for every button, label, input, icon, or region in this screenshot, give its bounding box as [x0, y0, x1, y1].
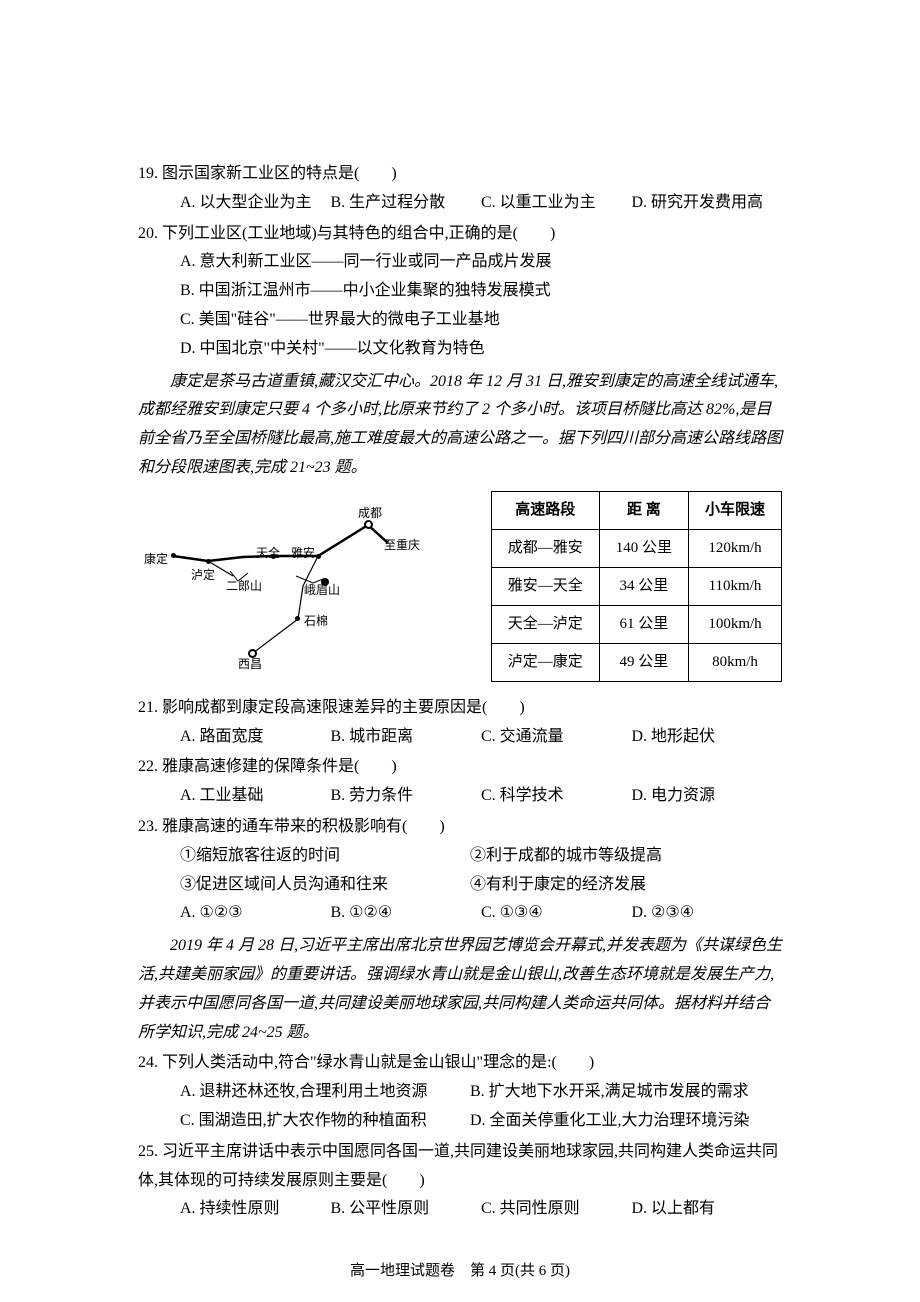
question-text: 19. 图示国家新工业区的特点是( ): [138, 160, 782, 189]
td: 61 公里: [599, 605, 688, 643]
q25-options: A. 持续性原则 B. 公平性原则 C. 共同性原则 D. 以上都有: [180, 1195, 782, 1224]
question-text: 24. 下列人类活动中,符合"绿水青山就是金山银山"理念的是:( ): [138, 1049, 782, 1078]
td: 成都—雅安: [491, 529, 599, 567]
option: A. 意大利新工业区——同一行业或同一产品成片发展: [180, 248, 782, 277]
q21-options: A. 路面宽度 B. 城市距离 C. 交通流量 D. 地形起伏: [180, 723, 782, 752]
table-row: 天全—泸定61 公里100km/h: [491, 605, 781, 643]
option: B. 劳力条件: [331, 782, 482, 811]
map-label: 天全: [256, 543, 280, 565]
q23-statements: ①缩短旅客往返的时间 ②利于成都的城市等级提高 ③促进区域间人员沟通和往来 ④有…: [180, 842, 782, 900]
map-label: 石棉: [304, 611, 328, 633]
td: 34 公里: [599, 567, 688, 605]
option: C. 美国"硅谷"——世界最大的微电子工业基地: [180, 306, 782, 335]
option: D. 全面关停重化工业,大力治理环境污染: [470, 1107, 750, 1136]
q22-options: A. 工业基础 B. 劳力条件 C. 科学技术 D. 电力资源: [180, 782, 782, 811]
map-label: 西昌: [238, 654, 262, 676]
map-figure: 成都 至重庆 康定 泸定 二郎山 天全 雅安 峨眉山 石棉 西昌: [138, 501, 398, 671]
map-svg: [138, 501, 398, 671]
statement: ①缩短旅客往返的时间: [180, 842, 470, 871]
td: 110km/h: [688, 567, 781, 605]
map-label: 至重庆: [384, 535, 420, 557]
statement-row: ①缩短旅客往返的时间 ②利于成都的城市等级提高: [180, 842, 782, 871]
th: 高速路段: [491, 491, 599, 529]
option: B. 扩大地下水开采,满足城市发展的需求: [470, 1078, 749, 1107]
option: A. ①②③: [180, 899, 331, 928]
td: 100km/h: [688, 605, 781, 643]
th: 小车限速: [688, 491, 781, 529]
option: C. 共同性原则: [481, 1195, 632, 1224]
option: B. 中国浙江温州市——中小企业集聚的独特发展模式: [180, 277, 782, 306]
td: 天全—泸定: [491, 605, 599, 643]
option: D. 电力资源: [632, 782, 783, 811]
option: D. ②③④: [632, 899, 783, 928]
speed-limit-table: 高速路段 距 离 小车限速 成都—雅安140 公里120km/h 雅安—天全34…: [491, 491, 782, 682]
td: 49 公里: [599, 643, 688, 681]
option: C. 以重工业为主: [481, 189, 632, 218]
q19-options: A. 以大型企业为主 B. 生产过程分散 C. 以重工业为主 D. 研究开发费用…: [180, 189, 782, 218]
option: D. 中国北京"中关村"——以文化教育为特色: [180, 335, 782, 364]
option: C. 科学技术: [481, 782, 632, 811]
option: C. 围湖造田,扩大农作物的种植面积: [180, 1107, 470, 1136]
option: A. 持续性原则: [180, 1195, 331, 1224]
map-label: 泸定: [191, 565, 215, 587]
table-row: 成都—雅安140 公里120km/h: [491, 529, 781, 567]
map-label: 成都: [358, 503, 382, 525]
table-row: 泸定—康定49 公里80km/h: [491, 643, 781, 681]
option: B. 生产过程分散: [331, 189, 482, 218]
question-text: 21. 影响成都到康定段高速限速差异的主要原因是( ): [138, 694, 782, 723]
option: C. ①③④: [481, 899, 632, 928]
td: 120km/h: [688, 529, 781, 567]
map-label: 峨眉山: [304, 580, 340, 602]
option: B. ①②④: [331, 899, 482, 928]
q20-options: A. 意大利新工业区——同一行业或同一产品成片发展 B. 中国浙江温州市——中小…: [180, 248, 782, 363]
question-25: 25. 习近平主席讲话中表示中国愿同各国一道,共同建设美丽地球家园,共同构建人类…: [138, 1138, 782, 1224]
td: 140 公里: [599, 529, 688, 567]
question-22: 22. 雅康高速修建的保障条件是( ) A. 工业基础 B. 劳力条件 C. 科…: [138, 753, 782, 811]
question-text: 25. 习近平主席讲话中表示中国愿同各国一道,共同建设美丽地球家园,共同构建人类…: [138, 1138, 782, 1196]
map-table-container: 成都 至重庆 康定 泸定 二郎山 天全 雅安 峨眉山 石棉 西昌 高速路段 距 …: [138, 491, 782, 682]
question-text: 22. 雅康高速修建的保障条件是( ): [138, 753, 782, 782]
question-24: 24. 下列人类活动中,符合"绿水青山就是金山银山"理念的是:( ) A. 退耕…: [138, 1049, 782, 1135]
option: D. 研究开发费用高: [632, 189, 783, 218]
page-footer: 高一地理试题卷 第 4 页(共 6 页): [138, 1258, 782, 1285]
option: A. 以大型企业为主: [180, 189, 331, 218]
statement-row: ③促进区域间人员沟通和往来 ④有利于康定的经济发展: [180, 871, 782, 900]
question-text: 20. 下列工业区(工业地域)与其特色的组合中,正确的是( ): [138, 220, 782, 249]
option-row: A. 退耕还林还牧,合理利用土地资源 B. 扩大地下水开采,满足城市发展的需求: [180, 1078, 782, 1107]
question-text: 23. 雅康高速的通车带来的积极影响有( ): [138, 813, 782, 842]
option: A. 退耕还林还牧,合理利用土地资源: [180, 1078, 470, 1107]
question-23: 23. 雅康高速的通车带来的积极影响有( ) ①缩短旅客往返的时间 ②利于成都的…: [138, 813, 782, 928]
question-19: 19. 图示国家新工业区的特点是( ) A. 以大型企业为主 B. 生产过程分散…: [138, 160, 782, 218]
passage-2: 2019 年 4 月 28 日,习近平主席出席北京世界园艺博览会开幕式,并发表题…: [138, 932, 782, 1047]
question-21: 21. 影响成都到康定段高速限速差异的主要原因是( ) A. 路面宽度 B. 城…: [138, 694, 782, 752]
td: 泸定—康定: [491, 643, 599, 681]
option: A. 路面宽度: [180, 723, 331, 752]
table-header-row: 高速路段 距 离 小车限速: [491, 491, 781, 529]
statement: ④有利于康定的经济发展: [470, 871, 646, 900]
option: D. 地形起伏: [632, 723, 783, 752]
td: 雅安—天全: [491, 567, 599, 605]
map-label: 二郎山: [226, 576, 262, 598]
option: B. 城市距离: [331, 723, 482, 752]
statement: ②利于成都的城市等级提高: [470, 842, 662, 871]
passage-1: 康定是茶马古道重镇,藏汉交汇中心。2018 年 12 月 31 日,雅安到康定的…: [138, 368, 782, 483]
statement: ③促进区域间人员沟通和往来: [180, 871, 470, 900]
option: B. 公平性原则: [331, 1195, 482, 1224]
map-label: 雅安: [291, 543, 315, 565]
option: C. 交通流量: [481, 723, 632, 752]
table-row: 雅安—天全34 公里110km/h: [491, 567, 781, 605]
q23-options: A. ①②③ B. ①②④ C. ①③④ D. ②③④: [180, 899, 782, 928]
question-20: 20. 下列工业区(工业地域)与其特色的组合中,正确的是( ) A. 意大利新工…: [138, 220, 782, 364]
option: D. 以上都有: [632, 1195, 783, 1224]
option: A. 工业基础: [180, 782, 331, 811]
map-label: 康定: [144, 549, 168, 571]
q24-options: A. 退耕还林还牧,合理利用土地资源 B. 扩大地下水开采,满足城市发展的需求 …: [180, 1078, 782, 1136]
td: 80km/h: [688, 643, 781, 681]
th: 距 离: [599, 491, 688, 529]
option-row: C. 围湖造田,扩大农作物的种植面积 D. 全面关停重化工业,大力治理环境污染: [180, 1107, 782, 1136]
